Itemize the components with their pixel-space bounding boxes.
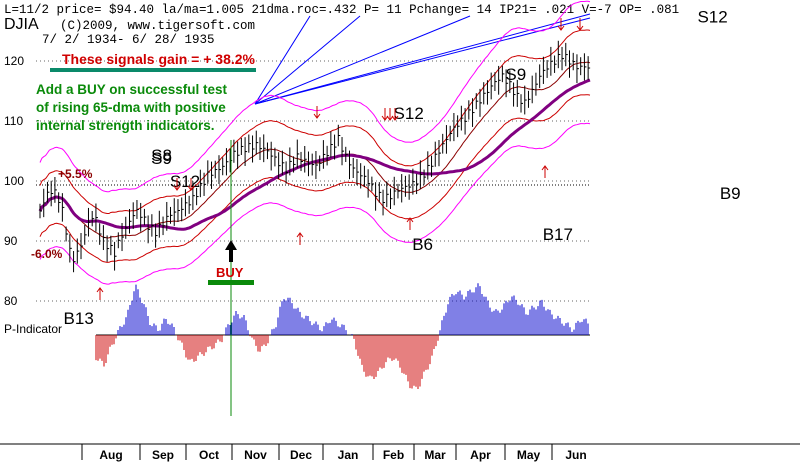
note-line-2: of rising 65-dma with positive [36, 100, 226, 115]
signal-arrow-icon [187, 178, 195, 191]
buy-label: BUY [216, 265, 244, 280]
month-label: Jan [338, 448, 359, 462]
signal-arrow-icon [391, 108, 399, 121]
signal-arrow-icon [313, 106, 321, 119]
signal-arrow-icon [381, 108, 389, 121]
bands [38, 0, 591, 285]
month-label: Apr [470, 448, 491, 462]
signal-arrow-icon [406, 217, 414, 230]
lower-outer-band [39, 122, 591, 285]
date-range: 7/ 2/ 1934- 6/ 28/ 1935 [42, 33, 215, 47]
signal-b6: B6 [412, 235, 433, 254]
trend-line-4 [254, 13, 591, 105]
percent-up: +5.5% [58, 167, 93, 181]
month-label: Nov [244, 448, 267, 462]
signal-b13: B13 [64, 309, 94, 328]
month-label: Mar [424, 448, 446, 462]
signal-b17: B17 [543, 225, 573, 244]
y-tick-label: 90 [4, 234, 18, 248]
signal-s9: S9 [505, 65, 526, 84]
trend-lines [254, 13, 591, 105]
x-axis: Aug Sep Oct Nov Dec Jan Feb Mar Apr May Jun [0, 443, 800, 462]
month-label: Sep [152, 448, 174, 462]
signal-arrow-icon [173, 178, 181, 191]
percent-down: -6.0% [31, 247, 63, 261]
signal-arrow-icon [576, 18, 584, 31]
signal-arrow-icon [557, 18, 565, 31]
trend-line-1 [254, 15, 361, 105]
p-indicator-label: P-Indicator [4, 322, 62, 336]
p-indicator [95, 283, 590, 389]
note-line-1: Add a BUY on successful test [36, 82, 228, 97]
buy-arrow-icon [225, 240, 237, 262]
signal-s12: S12 [394, 104, 424, 123]
upper-outer-band [39, 0, 591, 193]
gain-underline [50, 68, 256, 72]
note-line-3: internal strength indicators. [36, 118, 215, 133]
month-label: Oct [199, 448, 219, 462]
signal-s12: S12 [697, 8, 727, 27]
header-stats: L=11/2 price= $94.40 la/ma=1.005 21dma.r… [4, 3, 679, 17]
signal-s9: S9 [151, 149, 172, 168]
trend-line-2 [254, 15, 471, 105]
y-tick-label: 100 [4, 174, 24, 188]
trend-line-0 [254, 15, 311, 105]
signal-s12: S12 [170, 172, 200, 191]
ma65-line [38, 78, 591, 231]
month-label: Feb [383, 448, 404, 462]
signal-s8: S8 [151, 146, 172, 165]
signal-b9: B9 [720, 184, 741, 203]
gain-annotation: These signals gain = + 38.2% [62, 51, 256, 67]
y-tick-label: 80 [4, 294, 18, 308]
trend-line-3 [254, 17, 591, 105]
y-tick-label: 110 [4, 114, 23, 128]
copyright: (C)2009, www.tigersoft.com [60, 19, 255, 33]
lower-inner-band [39, 94, 591, 263]
month-label: May [517, 448, 541, 462]
signal-arrow-icon [541, 165, 549, 178]
month-label: Aug [99, 448, 122, 462]
month-label: Dec [290, 448, 312, 462]
price-bars [39, 40, 591, 273]
chart-title: DJIA [4, 16, 39, 33]
y-tick-label: 120 [4, 54, 24, 68]
buy-underline [208, 280, 254, 285]
signal-arrow-icon [386, 108, 394, 121]
grid-lines [36, 60, 590, 302]
y-axis: 80 90 100 110 120 [4, 54, 24, 308]
month-label: Jun [565, 448, 586, 462]
signal-arrow-icon [96, 287, 104, 300]
signal-arrow-icon [296, 232, 304, 245]
